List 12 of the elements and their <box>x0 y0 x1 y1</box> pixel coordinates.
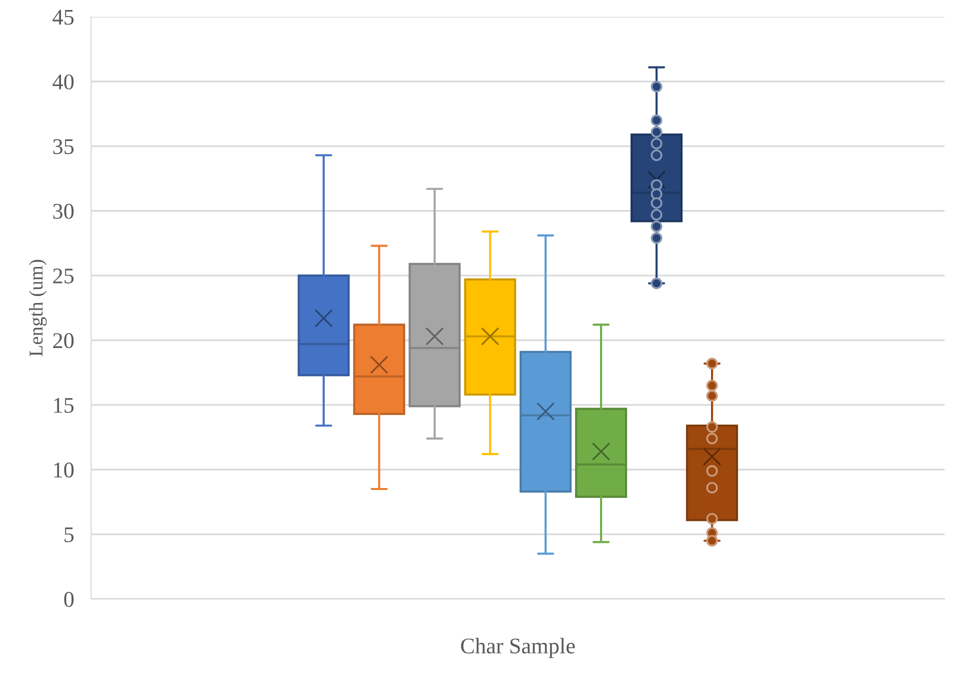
y-axis-title: Length (um) <box>28 260 47 356</box>
y-tick-label: 25 <box>53 268 74 284</box>
y-tick-label: 20 <box>53 333 74 348</box>
y-tick-label: 5 <box>64 527 74 542</box>
y-tick-label: 35 <box>53 139 74 154</box>
y-tick-label: 45 <box>52 10 74 25</box>
y-tick-label: 40 <box>52 74 74 90</box>
y-tick-label: 10 <box>54 462 74 478</box>
y-tick-label: 30 <box>53 204 74 219</box>
y-tick-label: 15 <box>54 398 74 413</box>
y-tick-label: 0 <box>64 592 74 607</box>
x-tick-label: Char Sample <box>461 638 575 658</box>
